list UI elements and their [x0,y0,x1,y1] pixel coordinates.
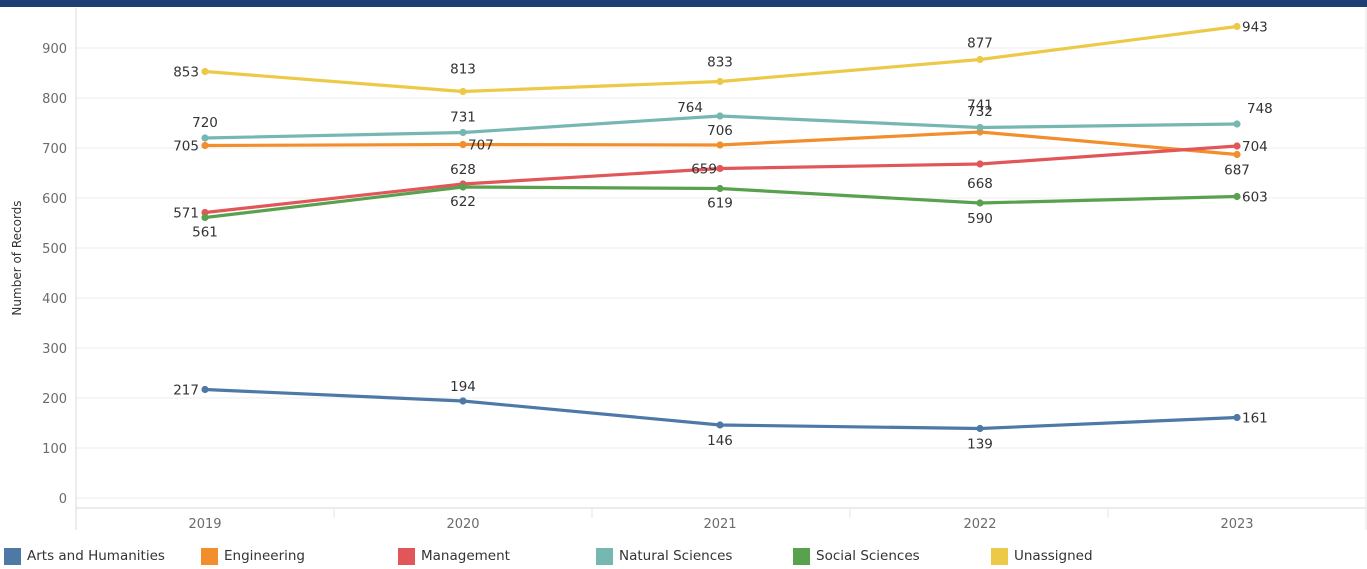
legend-item[interactable]: Arts and Humanities [4,545,165,567]
data-label: 571 [173,206,199,222]
data-label: 622 [450,194,476,210]
data-label: 764 [677,100,703,116]
data-label: 668 [967,176,993,192]
y-tick-label: 600 [42,192,67,207]
data-point [459,128,467,137]
data-label: 706 [707,123,733,139]
legend-swatch [398,547,415,565]
y-tick-label: 900 [42,42,67,57]
data-point [201,385,209,394]
data-label: 748 [1247,101,1273,117]
data-label: 943 [1242,20,1268,36]
legend-swatch [991,547,1008,565]
data-point [716,164,724,173]
data-label: 853 [173,65,199,81]
data-point [459,183,467,191]
data-label: 741 [967,98,993,114]
y-tick-label: 300 [42,342,67,357]
legend-item[interactable]: Management [398,545,510,567]
data-label: 705 [173,139,199,155]
y-tick-label: 200 [42,392,67,407]
data-label: 146 [707,433,733,449]
legend-label: Unassigned [1014,548,1093,564]
data-label: 603 [1242,190,1268,206]
legend-item[interactable]: Engineering [201,545,305,567]
legend-label: Social Sciences [816,548,920,564]
y-axis-title: Number of Records [10,200,24,315]
y-tick-label: 800 [42,92,67,107]
data-point [716,77,724,86]
data-label: 561 [192,225,218,241]
legend: Arts and Humanities Engineering Management… [0,545,1367,567]
y-tick-label: 700 [42,142,67,157]
y-tick-label: 0 [59,492,67,507]
data-label: 687 [1224,163,1250,179]
data-label: 139 [967,437,993,453]
data-point [459,140,467,149]
data-point [1233,22,1241,31]
data-label: 628 [450,162,476,178]
data-point [201,67,209,76]
x-tick-label: 2020 [446,517,479,532]
header-bar [0,0,1367,7]
data-point [716,421,724,429]
data-label: 704 [1242,139,1268,155]
data-label: 161 [1242,411,1268,427]
x-tick-label: 2022 [963,517,996,532]
legend-swatch [201,547,218,565]
legend-item[interactable]: Natural Sciences [596,545,732,567]
data-label: 720 [192,115,218,131]
data-label: 590 [967,211,993,227]
legend-label: Management [421,548,510,564]
legend-item[interactable]: Social Sciences [793,545,920,567]
data-label: 194 [450,379,476,395]
data-label: 877 [967,36,993,52]
data-point [1233,142,1241,150]
data-point [716,141,724,149]
data-point [201,141,209,150]
x-tick-label: 2021 [703,517,736,532]
data-label: 813 [450,62,476,78]
data-point [976,55,984,64]
data-label: 732 [967,104,993,120]
data-point [201,208,209,217]
data-label: 731 [450,110,476,126]
data-point [716,184,724,193]
y-tick-label: 400 [42,292,67,307]
data-point [716,112,724,120]
line-chart: 0 100 200 300 400 500 600 700 800 900 2019 2020 2021… [10,8,1367,532]
data-point [201,213,209,222]
legend-item[interactable]: Unassigned [991,545,1093,567]
data-label: 217 [173,383,199,399]
data-point [976,424,984,433]
legend-label: Natural Sciences [619,548,733,564]
data-point [976,123,984,132]
legend-label: Arts and Humanities [27,548,165,564]
data-label: 619 [707,196,733,212]
x-tick-label: 2023 [1220,517,1253,532]
legend-label: Engineering [224,548,305,564]
data-point [1233,150,1241,159]
data-label: 707 [468,138,494,154]
data-point [201,134,209,142]
data-point [1233,192,1241,201]
y-tick-label: 100 [42,442,67,457]
data-point [1233,120,1241,128]
data-label: 833 [707,55,733,71]
data-point [459,87,467,96]
y-tick-label: 500 [42,242,67,257]
data-point [976,160,984,168]
legend-swatch [4,547,21,565]
legend-swatch [793,547,810,565]
data-point [459,397,467,405]
legend-swatch [596,547,613,565]
data-point [1233,413,1241,422]
x-tick-label: 2019 [188,517,221,532]
data-point [976,199,984,207]
data-label: 659 [691,162,717,178]
